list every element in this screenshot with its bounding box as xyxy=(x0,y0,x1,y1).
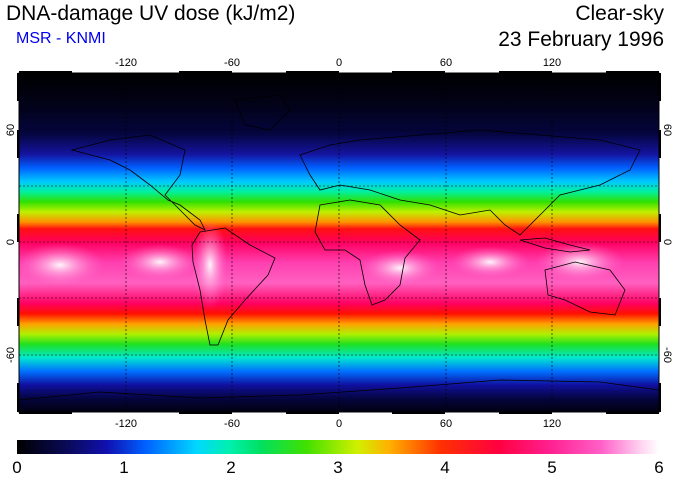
greenland-coast xyxy=(234,94,291,131)
lon-label-top: 60 xyxy=(440,57,452,69)
world-map: -120 -60 0 60 120 -120 -60 0 60 120 60 0… xyxy=(5,57,673,430)
source-label: MSR - KNMI xyxy=(16,30,106,47)
lon-label-top: -120 xyxy=(115,57,137,69)
lat-label-left: -60 xyxy=(5,347,17,363)
map-frame xyxy=(17,71,661,414)
map-date: 23 February 1996 xyxy=(498,28,664,51)
graticule xyxy=(19,73,659,412)
colorbar-label: 5 xyxy=(547,458,557,477)
colorbar-label: 2 xyxy=(226,458,236,477)
lon-label-bottom: -60 xyxy=(224,418,240,430)
lat-label-right: 0 xyxy=(661,239,673,245)
lon-label-bottom: -120 xyxy=(115,418,137,430)
lon-label-bottom: 120 xyxy=(543,418,561,430)
lon-labels-bottom: -120 -60 0 60 120 xyxy=(115,418,561,430)
africa-coast xyxy=(314,199,421,306)
eurasia-coast xyxy=(299,129,641,236)
colorbar-label: 0 xyxy=(12,458,22,477)
north-america-coast xyxy=(70,134,206,231)
lon-label-bottom: 0 xyxy=(336,418,342,430)
indonesia-coast xyxy=(519,237,591,253)
lon-label-top: 120 xyxy=(543,57,561,69)
lat-label-right: 60 xyxy=(661,124,673,136)
lat-label-right: -60 xyxy=(661,347,673,363)
sky-condition: Clear-sky xyxy=(575,2,664,25)
lon-label-top: 0 xyxy=(336,57,342,69)
lat-labels-left: 60 0 -60 xyxy=(5,124,17,363)
lon-labels-top: -120 -60 0 60 120 xyxy=(115,57,561,69)
lat-label-left: 60 xyxy=(5,124,17,136)
colorbar xyxy=(17,440,659,454)
lat-labels-right: 60 0 -60 xyxy=(661,124,673,363)
antarctica-coast xyxy=(18,379,660,401)
lat-label-left: 0 xyxy=(5,239,17,245)
australia-coast xyxy=(544,261,626,316)
map-title: DNA-damage UV dose (kJ/m2) xyxy=(6,2,296,25)
lon-label-bottom: 60 xyxy=(440,418,452,430)
colorbar-label: 4 xyxy=(440,458,450,477)
colorbar-label: 1 xyxy=(119,458,129,477)
coastlines xyxy=(18,94,660,401)
south-america-coast xyxy=(191,227,276,346)
lon-label-top: -60 xyxy=(224,57,240,69)
colorbar-label: 3 xyxy=(333,458,343,477)
colorbar-label: 6 xyxy=(654,458,664,477)
